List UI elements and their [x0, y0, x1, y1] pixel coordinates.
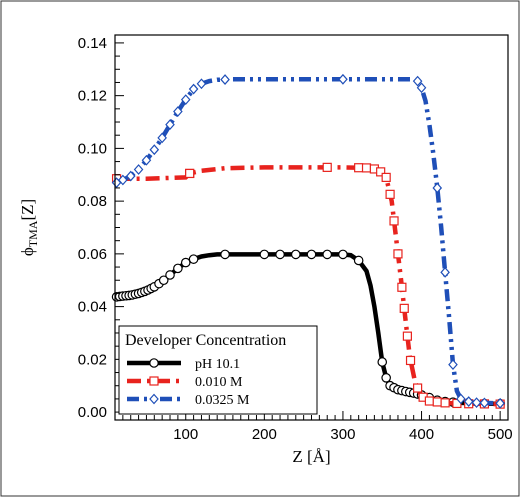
series-point — [385, 189, 395, 199]
x-tick-label: 400 — [409, 426, 434, 443]
series-point — [405, 355, 416, 366]
y-axis-label-symbol: ϕ — [18, 247, 37, 256]
series-point — [259, 249, 270, 260]
legend-entry-label: 0.010 M — [195, 375, 243, 390]
legend-title: Developer Concentration — [125, 332, 286, 349]
y-axis-label-suffix: [Z] — [18, 199, 37, 221]
series-point — [448, 359, 458, 371]
x-axis-label: Z [Å] — [292, 447, 330, 466]
y-axis-label: ϕTMA[Z] — [18, 199, 40, 256]
y-tick-label: 0.14 — [78, 35, 107, 52]
series-point — [463, 396, 474, 407]
series-point — [416, 82, 427, 94]
series-diamond-group — [111, 73, 505, 409]
series-point — [456, 393, 466, 405]
series-point — [322, 249, 333, 260]
series-point — [495, 397, 505, 409]
series-point — [361, 163, 372, 173]
x-tick-label: 200 — [252, 426, 277, 443]
series-point — [322, 162, 332, 172]
series-point — [290, 249, 301, 260]
series-point — [149, 144, 160, 156]
series-point — [393, 249, 403, 259]
series-point — [173, 263, 183, 274]
y-tick-label: 0.10 — [78, 140, 107, 157]
series-point — [440, 266, 450, 278]
series-point — [158, 275, 169, 286]
series-point — [377, 357, 388, 367]
series-point — [188, 83, 199, 95]
series-point — [338, 249, 348, 260]
series-point — [185, 168, 195, 179]
series-point — [180, 257, 191, 268]
y-tick-label: 0.04 — [78, 299, 107, 316]
series-point — [165, 119, 175, 131]
series-point — [440, 398, 450, 408]
series-point — [432, 182, 443, 194]
series-point — [376, 167, 386, 177]
series-point — [275, 249, 285, 260]
series-point — [354, 163, 364, 173]
series-point — [432, 397, 442, 407]
series-point — [118, 174, 128, 186]
series-point — [399, 303, 409, 313]
series-point — [412, 75, 423, 87]
series-square-group — [111, 162, 505, 409]
series-point — [188, 254, 199, 264]
legend-entry-label: 0.0325 M — [195, 393, 250, 408]
series-point — [413, 383, 423, 393]
series-point — [196, 78, 207, 90]
series-point — [402, 331, 412, 341]
legend-entry-label: pH 10.1 — [195, 357, 240, 372]
series-point — [381, 373, 391, 383]
series-layer — [111, 73, 505, 409]
y-tick-label: 0.12 — [78, 88, 107, 105]
series-point — [141, 154, 152, 166]
series-point — [479, 397, 490, 409]
legend-swatch-marker — [149, 358, 159, 368]
series-point — [424, 396, 434, 406]
series-point — [471, 397, 482, 408]
y-tick-label: 0.00 — [78, 404, 107, 421]
legend-swatch-marker — [149, 376, 159, 386]
series-point — [220, 249, 230, 260]
series-point — [306, 249, 317, 260]
axes-layer: 100 200 300 400 500 0.00 0.02 0.04 0.06 0.08 0.10 0… — [78, 35, 513, 443]
series-point — [338, 73, 348, 85]
x-tick-label: 500 — [488, 426, 513, 443]
legend: Developer Concentration pH 10.1 0.010 M 0.0… — [118, 325, 318, 415]
y-tick-label: 0.02 — [78, 351, 107, 368]
series-point — [133, 164, 144, 175]
series-point — [353, 255, 364, 266]
series-point — [397, 282, 407, 292]
y-axis-label-subscript: TMA — [26, 220, 40, 247]
series-point — [157, 132, 167, 144]
y-tick-label: 0.06 — [78, 246, 107, 263]
legend-swatch-marker — [149, 393, 159, 405]
series-point — [125, 170, 136, 182]
series-point — [173, 106, 183, 117]
series-point — [220, 74, 230, 85]
series-point — [165, 270, 175, 280]
x-tick-label: 300 — [330, 426, 355, 443]
x-tick-label: 100 — [173, 426, 198, 443]
series-point — [180, 94, 191, 106]
series-point — [381, 172, 391, 182]
y-tick-label: 0.08 — [78, 193, 107, 210]
series-point — [389, 216, 399, 226]
